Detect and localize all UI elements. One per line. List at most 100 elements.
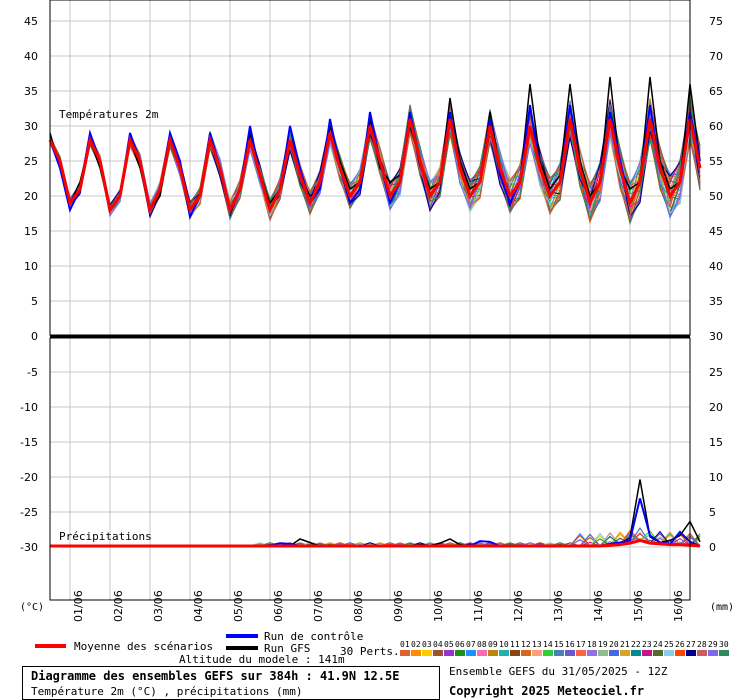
pert-number: 15 [554, 640, 564, 649]
legend-control-label: Run de contrôle [264, 630, 363, 643]
x-tick-label: 09/06 [392, 590, 405, 622]
pert-swatch [433, 650, 443, 656]
pert-swatch [686, 650, 696, 656]
right-tick-precip: 10 [709, 471, 723, 484]
right-tick-temp: 60 [709, 120, 723, 133]
left-tick-precip: -10 [20, 401, 38, 414]
copyright-label: Copyright 2025 Meteociel.fr [449, 684, 645, 698]
right-tick-temp: 70 [709, 50, 723, 63]
x-tick-label: 04/06 [192, 590, 205, 622]
legend-mean-label: Moyenne des scénarios [74, 640, 213, 653]
x-tick-label: 12/06 [512, 590, 525, 622]
right-tick-temp: 35 [709, 295, 723, 308]
pert-number: 28 [697, 640, 707, 649]
right-tick-precip: 20 [709, 401, 723, 414]
right-tick-temp: 40 [709, 260, 723, 273]
pert-number: 18 [587, 640, 597, 649]
right-tick-precip: 5 [709, 506, 716, 519]
pert-swatch [543, 650, 553, 656]
left-tick-temp: 10 [24, 260, 38, 273]
precipitation-panel-title: Précipitations [59, 530, 152, 543]
pert-number: 10 [499, 640, 509, 649]
left-tick-temp: 35 [24, 85, 38, 98]
pert-swatch [565, 650, 575, 656]
pert-number: 05 [444, 640, 454, 649]
x-tick-label: 05/06 [232, 590, 245, 622]
pert-number: 26 [675, 640, 685, 649]
mean-precip-line [50, 538, 701, 548]
x-tick-label: 03/06 [152, 590, 165, 622]
pert-swatch [653, 650, 663, 656]
main-lines [48, 76, 702, 548]
x-tick-label: 08/06 [352, 590, 365, 622]
footer-subtitle: Température 2m (°C) , précipitations (mm… [31, 685, 303, 698]
pert-swatch [510, 650, 520, 656]
right-tick-temp: 30 [709, 330, 723, 343]
pert-number: 14 [543, 640, 553, 649]
pert-number: 23 [642, 640, 652, 649]
pert-number: 11 [510, 640, 520, 649]
pert-swatch [532, 650, 542, 656]
left-unit: (°C) [20, 602, 44, 613]
left-tick-temp: 25 [24, 155, 38, 168]
pert-number: 04 [433, 640, 443, 649]
mean-temp-line [48, 118, 702, 215]
left-tick-temp: 5 [31, 295, 38, 308]
pert-swatch [697, 650, 707, 656]
footer-box: Diagramme des ensembles GEFS sur 384h : … [22, 666, 440, 700]
x-tick-label: 14/06 [592, 590, 605, 622]
altitude-label: Altitude du modele : 141m [179, 653, 345, 666]
left-tick-temp: 45 [24, 15, 38, 28]
pert-number: 03 [422, 640, 432, 649]
frame [49, 0, 691, 601]
left-tick-temp: 40 [24, 50, 38, 63]
pert-number: 22 [631, 640, 641, 649]
legend: Moyenne des scénarios Run de contrôle Ru… [35, 630, 729, 666]
pert-number: 30 [719, 640, 729, 649]
left-tick-precip: -25 [20, 506, 38, 519]
pert-swatch [411, 650, 421, 656]
right-tick-temp: 65 [709, 85, 723, 98]
perts-label: 30 Perts. [340, 645, 400, 658]
right-tick-temp: 45 [709, 225, 723, 238]
left-tick-temp: 15 [24, 225, 38, 238]
right-tick-precip: 25 [709, 366, 723, 379]
pert-swatch [598, 650, 608, 656]
pert-number: 13 [532, 640, 542, 649]
pert-number: 02 [411, 640, 421, 649]
pert-number: 08 [477, 640, 487, 649]
x-tick-label: 16/06 [672, 590, 685, 622]
left-tick-temp: 30 [24, 120, 38, 133]
left-tick-precip: -15 [20, 436, 38, 449]
pert-number: 27 [686, 640, 696, 649]
x-tick-label: 02/06 [112, 590, 125, 622]
pert-swatch [576, 650, 586, 656]
pert-swatch [609, 650, 619, 656]
x-tick-label: 06/06 [272, 590, 285, 622]
pert-number: 19 [598, 640, 608, 649]
pert-swatch [587, 650, 597, 656]
left-tick-temp: 20 [24, 190, 38, 203]
x-tick-label: 15/06 [632, 590, 645, 622]
pert-swatch [554, 650, 564, 656]
pert-swatch [400, 650, 410, 656]
right-unit: (mm) [710, 602, 734, 613]
pert-swatch [719, 650, 729, 656]
pert-number: 17 [576, 640, 586, 649]
pert-number: 09 [488, 640, 498, 649]
left-tick-precip: -5 [27, 366, 38, 379]
pert-swatch [620, 650, 630, 656]
pert-swatch [631, 650, 641, 656]
pert-swatch [642, 650, 652, 656]
pert-swatch [499, 650, 509, 656]
pert-swatch [444, 650, 454, 656]
legend-gfs-label: Run GFS [264, 642, 310, 655]
x-tick-label: 07/06 [312, 590, 325, 622]
pert-number: 06 [455, 640, 465, 649]
pert-swatch [455, 650, 465, 656]
right-tick-precip: 15 [709, 436, 723, 449]
pert-swatch [488, 650, 498, 656]
pert-number: 21 [620, 640, 630, 649]
